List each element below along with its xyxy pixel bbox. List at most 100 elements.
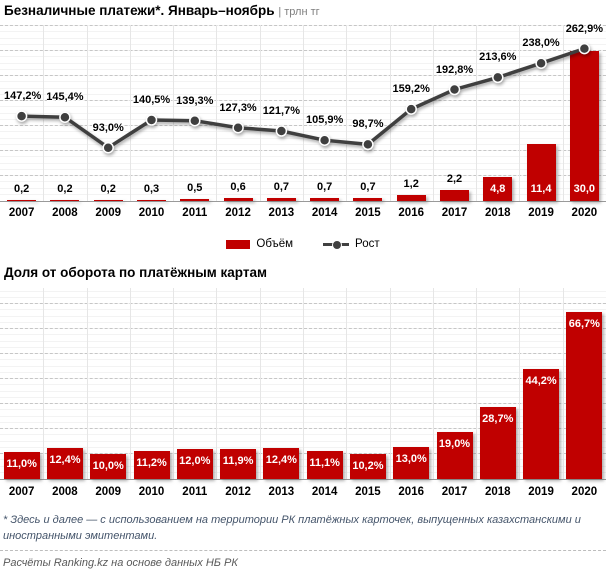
bar-value-label: 0,2	[100, 183, 116, 195]
bar	[133, 451, 170, 479]
column-separator	[259, 25, 261, 201]
year-label: 2017	[441, 486, 468, 498]
year-label: 2013	[268, 207, 295, 219]
growth-point-marker	[318, 134, 331, 146]
growth-point-marker	[405, 103, 417, 115]
bar	[90, 454, 127, 479]
growth-value-label: 139,3%	[176, 94, 214, 107]
bar-value-label: 12,4%	[265, 454, 297, 466]
bar	[263, 448, 300, 479]
bar-value-label: 0,7	[360, 180, 376, 193]
bar	[7, 200, 37, 201]
legend-item-growth: Рост	[323, 238, 380, 250]
chart2-x-axis: 2007 2008 2009 2010 2011 2012 2013 2014 2015 2016…	[0, 486, 606, 500]
year-label: 2011	[182, 207, 208, 219]
bar-value-label: 10,0%	[92, 460, 124, 472]
growth-point-marker	[59, 111, 71, 123]
year-label: 2018	[484, 207, 511, 219]
bar	[180, 198, 210, 201]
year-label: 2017	[441, 207, 468, 219]
year-label: 2016	[398, 207, 424, 219]
year-label: 2010	[138, 207, 165, 219]
bar-value-label: 0,2	[13, 183, 30, 195]
growth-point-marker	[492, 71, 504, 84]
bar-value-label: 11,1%	[309, 457, 340, 470]
bar-value-label: 0,5	[187, 181, 203, 194]
column-separator	[346, 288, 348, 479]
bar-value-label: 12,4%	[49, 454, 81, 466]
bar	[266, 197, 296, 201]
bar-value-label: 0,7	[316, 180, 333, 193]
growth-value-label: 121,7%	[262, 105, 300, 118]
year-label: 2011	[182, 486, 208, 498]
bar-value-label: 19,0%	[438, 437, 471, 450]
legend-item-volume: Объём	[226, 238, 293, 250]
column-separator	[129, 288, 131, 479]
column-separator	[259, 288, 261, 479]
footnote: * Здесь и далее — с использованием на те…	[3, 514, 581, 542]
bar-value-label: 11,2%	[136, 457, 167, 469]
column-separator	[562, 288, 564, 479]
bar	[436, 431, 473, 479]
bar-value-label: 66,7%	[568, 318, 600, 331]
bar	[46, 448, 83, 479]
bar-value-label: 28,7%	[482, 413, 514, 426]
bar-value-label: 30,0	[573, 183, 596, 195]
bar-value-label: 13,0%	[395, 452, 427, 465]
growth-value-label: 213,6%	[479, 51, 517, 64]
chart1-legend: Объём Рост	[0, 238, 606, 250]
bar	[393, 446, 430, 479]
bar	[569, 51, 599, 201]
column-separator	[432, 288, 434, 479]
column-separator	[216, 288, 218, 479]
growth-value-label: 145,4%	[46, 91, 84, 104]
growth-point-marker	[145, 114, 158, 126]
growth-value-label: 147,2%	[4, 90, 42, 103]
column-separator	[129, 25, 131, 201]
chart2-plot-area: 11,0% 12,4% 10,0% 11,2% 12,0% 11,9% 12,4% 11,1%…	[0, 288, 606, 480]
bar	[223, 198, 253, 201]
bar-value-label: 0,6	[230, 181, 246, 193]
column-separator	[519, 25, 521, 201]
bar-value-label: 11,9%	[222, 455, 254, 468]
growth-value-label: 93,0%	[92, 121, 124, 134]
chart1-plot-area: 0,2 0,2 0,2 0,3 0,5 0,6 0,7 0,7 0,7 1,2 2,2 4,8 11,4…	[0, 23, 606, 202]
growth-point-marker	[15, 110, 28, 122]
column-separator	[519, 288, 521, 479]
column-separator	[173, 25, 175, 201]
year-label: 2012	[225, 486, 251, 498]
bar-value-label: 0,3	[143, 182, 160, 195]
year-label: 2015	[355, 207, 381, 219]
chart2-title: Доля от оборота по платёжным картам	[4, 265, 267, 280]
bar-value-label: 0,2	[57, 183, 73, 195]
chart1-unit: трлн тг	[284, 6, 320, 18]
growth-value-label: 192,8%	[435, 63, 474, 76]
bar-value-label: 10,2%	[352, 459, 384, 472]
bar	[483, 177, 513, 201]
bar	[220, 449, 257, 479]
bar-value-label: 44,2%	[525, 374, 557, 387]
year-label: 2012	[225, 207, 251, 219]
source-credit: Расчёты Ranking.kz на основе данных НБ Р…	[3, 557, 238, 569]
chart1-title-separator: |	[278, 6, 285, 18]
year-label: 2008	[52, 207, 78, 219]
bar-value-label: 1,2	[403, 178, 419, 190]
divider-line	[0, 550, 606, 551]
growth-value-label: 127,3%	[219, 101, 257, 114]
chart1-x-axis: 2007 2008 2009 2010 2011 2012 2013 2014 2015 2016…	[0, 207, 606, 221]
column-separator	[389, 25, 391, 201]
bar-value-label: 11,0%	[6, 457, 37, 470]
bar	[396, 195, 426, 201]
column-separator	[86, 25, 88, 201]
growth-point-marker	[578, 42, 591, 55]
growth-value-label: 98,7%	[352, 118, 384, 131]
year-label: 2016	[398, 486, 424, 498]
volume-legend-label: Объём	[256, 238, 294, 250]
growth-value-label: 140,5%	[132, 94, 171, 107]
bar	[566, 312, 603, 479]
growth-point-marker	[275, 125, 288, 137]
column-separator	[476, 25, 478, 201]
bar	[3, 451, 40, 479]
year-label: 2008	[52, 486, 78, 498]
bar-value-label: 0,7	[273, 180, 289, 193]
